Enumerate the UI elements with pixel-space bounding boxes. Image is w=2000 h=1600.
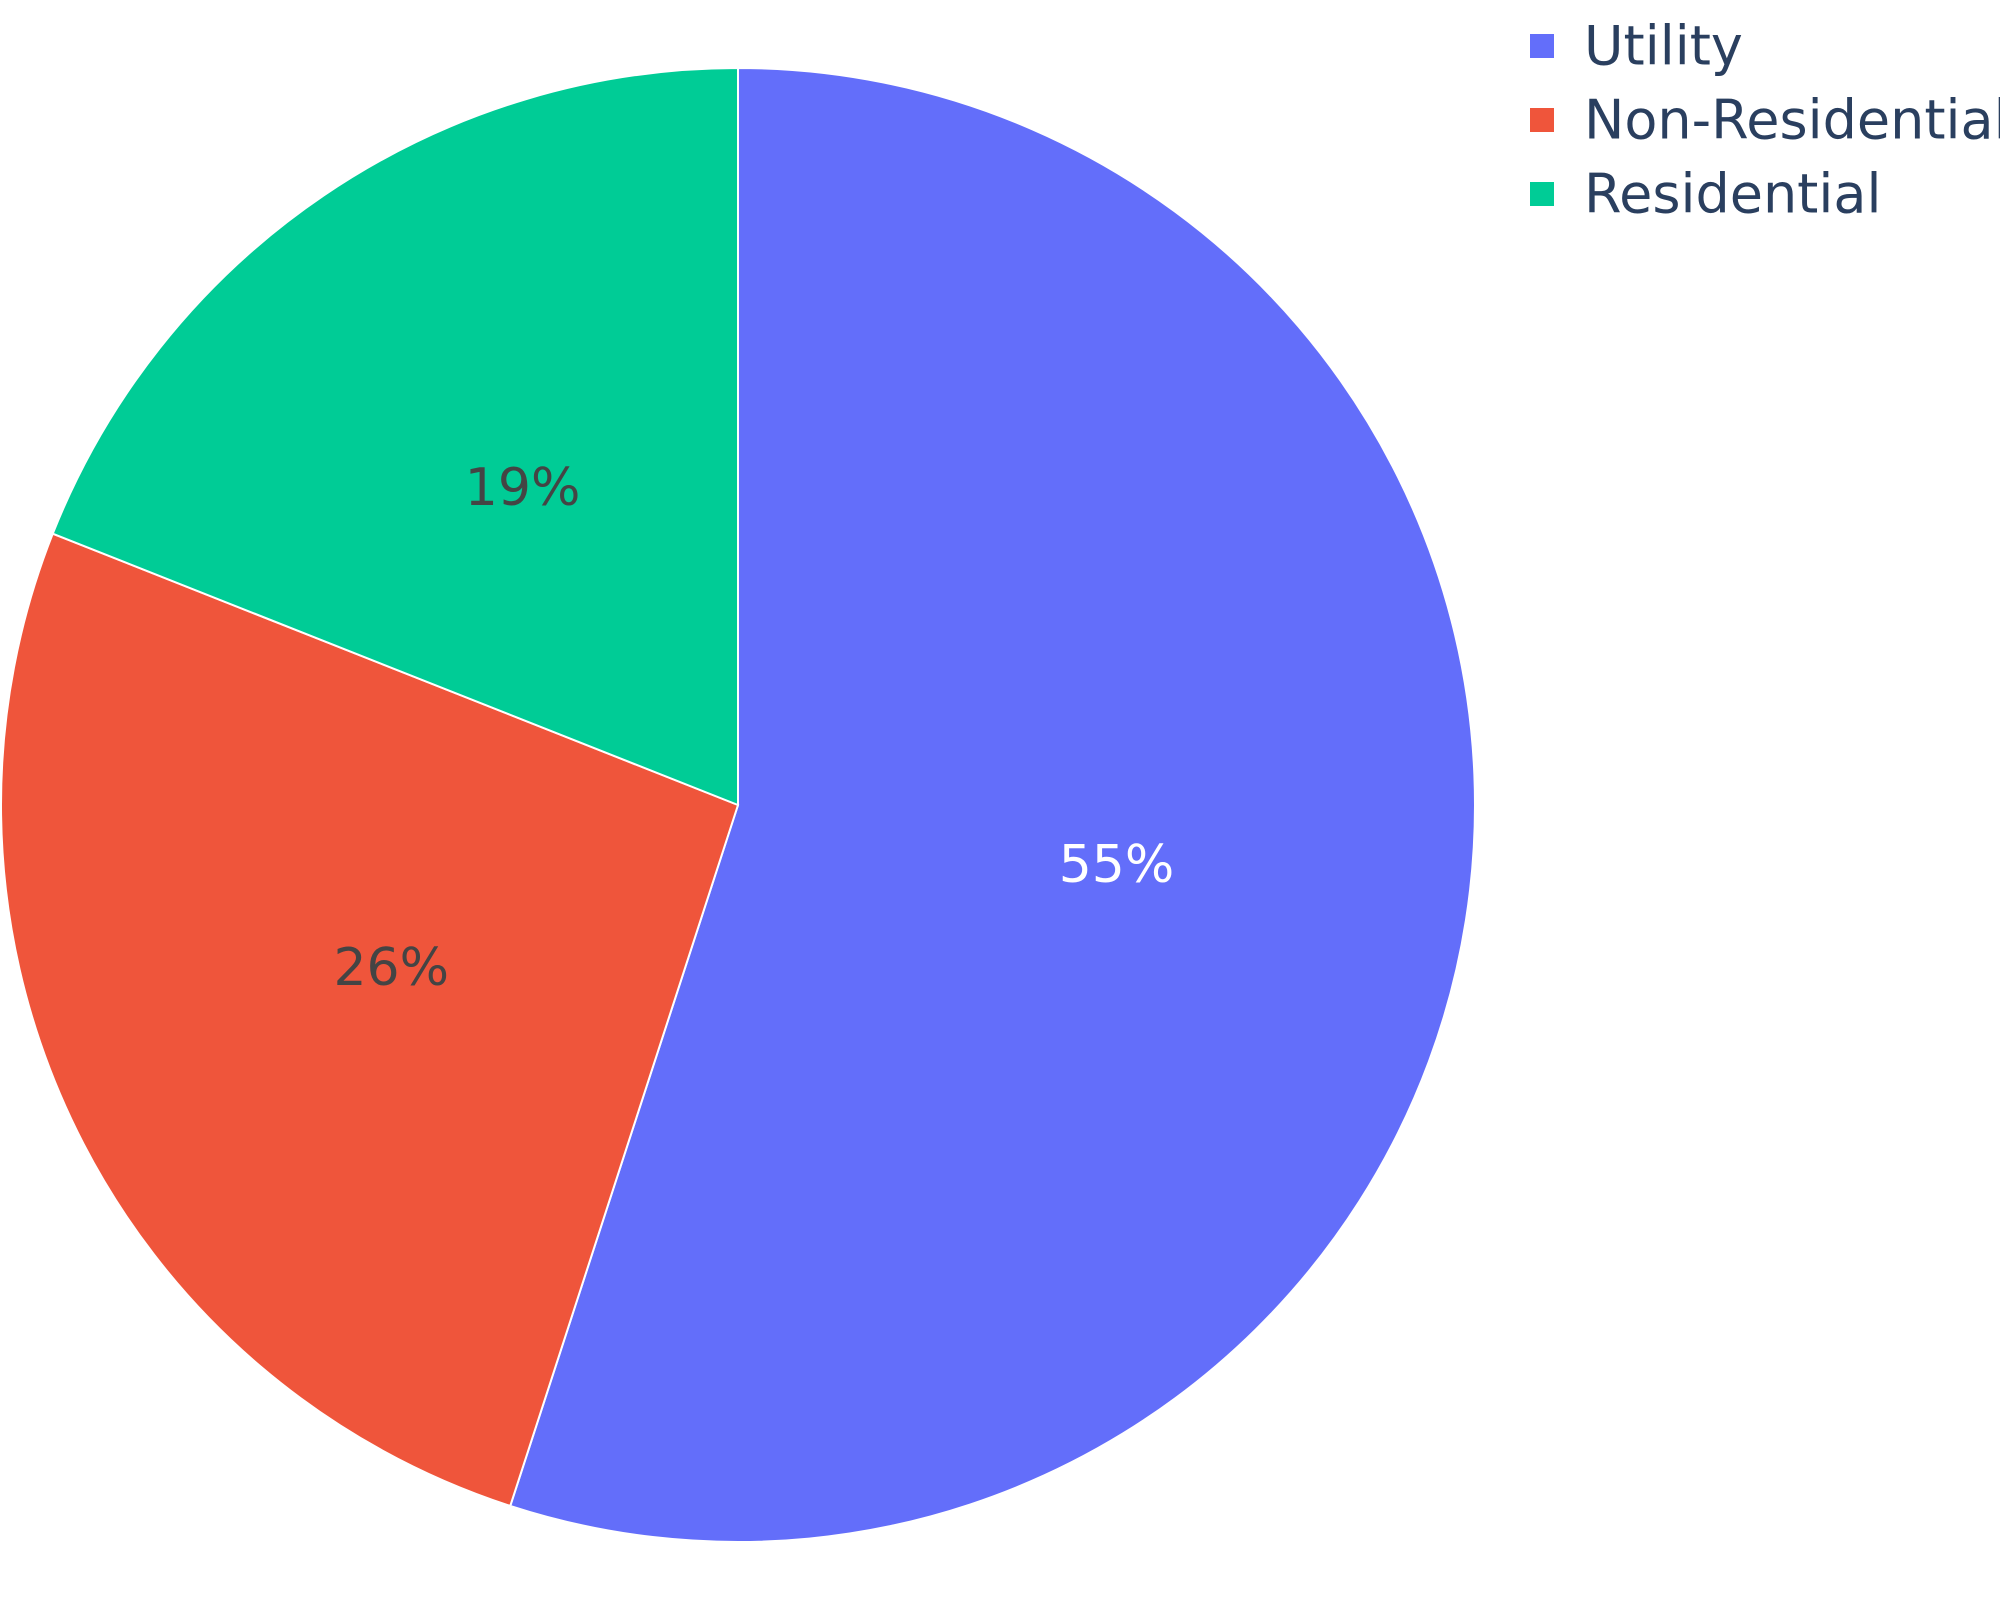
legend-swatch <box>1530 182 1554 206</box>
pie-slice-utility[interactable] <box>508 66 1476 1543</box>
pie-slice-non-residential[interactable] <box>0 532 740 1508</box>
legend-label: Non-Residential <box>1584 89 2000 152</box>
legend-item-utility[interactable]: Utility <box>1530 15 1743 78</box>
legend-item-residential[interactable]: Residential <box>1530 163 1881 226</box>
legend-swatch <box>1530 34 1554 58</box>
legend-swatch <box>1530 108 1554 132</box>
slice-label-non-residential: 26% <box>333 938 449 998</box>
pie-slices <box>0 66 1476 1543</box>
pie-slice-labels: 55% 26% 19% <box>333 458 1174 998</box>
slice-label-utility: 55% <box>1059 835 1175 895</box>
pie-slice-residential[interactable] <box>51 66 739 807</box>
legend: Utility Non-Residential Residential <box>1530 15 2000 226</box>
legend-item-non-residential[interactable]: Non-Residential <box>1530 89 2000 152</box>
legend-label: Residential <box>1584 163 1881 226</box>
slice-label-residential: 19% <box>465 458 581 518</box>
legend-label: Utility <box>1584 15 1743 78</box>
